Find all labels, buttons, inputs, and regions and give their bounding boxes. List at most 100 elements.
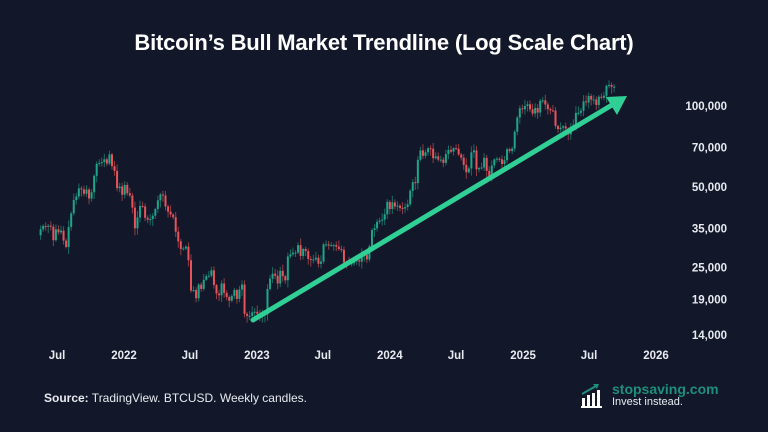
candle [205,274,208,281]
brand-tagline: Invest instead. [612,396,683,408]
candle-body [197,284,200,299]
candle-body [88,189,91,199]
candle [330,242,333,247]
candle-body [95,163,98,176]
candle [332,243,335,251]
candle-body [610,84,613,87]
candle-body [72,200,75,214]
source-text: TradingView. BTCUSD. Weekly candles. [88,391,308,405]
candle-body [539,100,542,113]
candle [518,105,521,124]
candle [483,153,486,171]
candle [411,178,414,198]
candle [480,162,483,170]
candle [154,207,157,220]
candle-body [419,150,422,160]
candle-body [330,245,333,247]
candle-body [332,245,335,247]
candle-body [585,101,588,103]
candle [393,199,396,210]
candle-body [167,206,170,212]
candle [72,193,75,216]
candle-body [195,290,198,299]
candle [452,147,455,156]
y-tick-label: 70,000 [692,143,727,155]
candle [274,268,277,280]
candle-body [141,205,144,207]
candle [314,251,317,262]
candle [541,96,544,104]
candle-body [133,207,136,229]
candle-body [590,95,593,100]
candle-body [238,289,241,299]
candle-body [378,220,381,222]
candle-body [386,201,389,215]
candle [396,201,399,212]
candle-body [600,96,603,98]
candle [195,287,198,303]
x-tick-label: 2026 [643,350,669,362]
x-tick-label: Jul [581,350,598,362]
candle [460,152,463,161]
candle-body [325,244,328,246]
candle [228,295,231,308]
candle [360,248,363,269]
candle-body [269,278,272,289]
candle [123,181,126,199]
candle [378,217,381,224]
candle [597,95,600,109]
candle [248,310,251,321]
candle-body [299,245,302,256]
candle-body [314,257,317,260]
candle [286,252,289,288]
candle [164,190,167,211]
x-tick-label: Jul [182,350,199,362]
candle-body [350,263,353,265]
candle-body [449,149,452,152]
candle [39,225,42,240]
brand-logo: stopsaving.com Invest instead. [580,382,719,409]
candle-body [235,290,238,299]
candle [447,145,450,160]
candle [587,92,590,109]
candle-body [103,159,106,163]
candle [534,103,537,118]
candle-body [187,246,190,261]
candle-body [472,150,475,153]
candle-body [383,214,386,220]
candle-body [113,166,116,171]
candle [442,157,445,168]
candle [457,144,460,157]
candle-body [467,168,470,173]
candle [57,225,60,235]
candle [312,254,315,264]
candle-body [480,167,483,169]
candle-body [233,290,236,296]
candle-body [62,230,65,241]
candle [562,124,565,132]
candle [70,211,73,231]
candle-body [602,95,605,98]
candle [421,144,424,160]
candle [210,266,213,278]
candle-body [376,221,379,229]
candle-body [404,207,407,209]
candle [340,245,343,253]
candle [65,238,68,249]
candle-body [291,252,294,255]
candle-body [248,315,251,317]
candle [317,254,320,268]
candle-body [149,219,152,221]
candle [82,185,85,197]
candle-body [98,163,101,165]
candle-body [116,170,119,189]
candle-body [498,158,501,160]
candle-body [146,217,149,220]
candle [319,255,322,269]
candle-body [444,154,447,163]
candle-body [488,170,491,177]
candle [559,122,562,133]
candle-body [399,205,402,208]
candle [243,280,246,318]
candle [437,152,440,162]
